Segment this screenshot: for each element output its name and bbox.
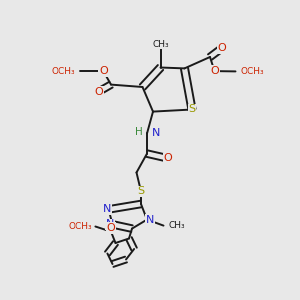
Text: O: O [94,86,103,97]
Text: OCH₃: OCH₃ [51,67,75,76]
Text: S: S [188,104,196,115]
Text: N: N [106,219,114,230]
Text: O: O [218,43,226,53]
Text: O: O [164,153,172,164]
Text: O: O [210,66,219,76]
Text: H: H [135,127,142,137]
Text: OCH₃: OCH₃ [69,222,92,231]
Text: CH₃: CH₃ [168,221,184,230]
Text: S: S [137,186,145,197]
Text: O: O [99,66,108,76]
Text: O: O [106,223,116,233]
Text: OCH₃: OCH₃ [241,67,265,76]
Text: N: N [146,214,154,225]
Text: N: N [152,128,160,138]
Text: CH₃: CH₃ [152,40,169,49]
Text: N: N [103,204,111,214]
